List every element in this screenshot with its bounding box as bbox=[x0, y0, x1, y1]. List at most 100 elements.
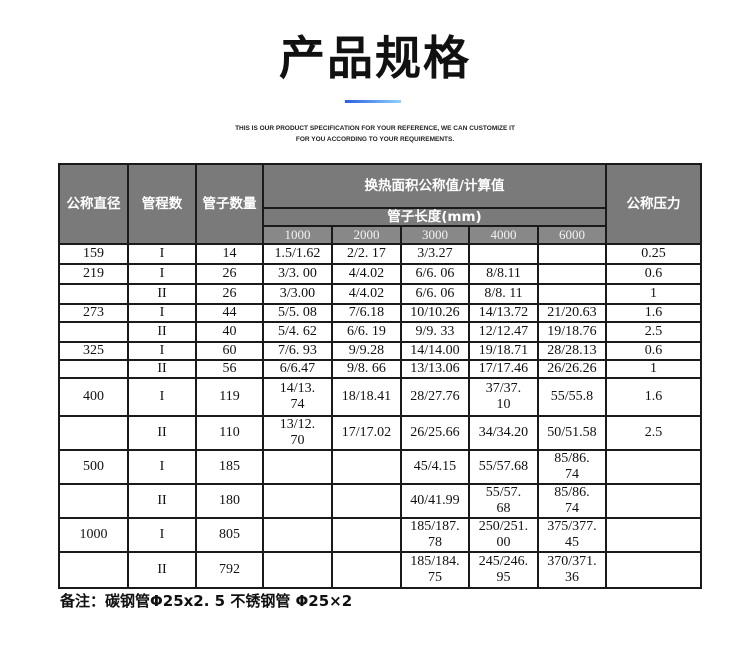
cell-area-3000: 40/41.99 bbox=[400, 483, 470, 519]
cell-area-1000: 5/4. 62 bbox=[262, 321, 333, 343]
cell-diameter: 500 bbox=[58, 449, 129, 485]
footnote: 备注：碳钢管Φ25x2. 5 不锈钢管 Φ25×2 bbox=[60, 592, 353, 610]
cell-diameter bbox=[58, 551, 129, 589]
table-row: 400 I 119 14/13. 74 18/18.41 28/27.76 37/37. 1… bbox=[58, 377, 702, 417]
cell-area-4000: 8/8.11 bbox=[468, 263, 539, 285]
cell-passes: II bbox=[127, 321, 197, 343]
cell-area-4000: 37/37. 10 bbox=[468, 377, 539, 417]
table-row: II 180 40/41.99 55/57. 68 85/86. 74 bbox=[58, 483, 702, 519]
cell-area-6000: 375/377. 45 bbox=[537, 517, 607, 553]
cell-area-6000: 26/26.26 bbox=[537, 359, 607, 379]
cell-area-1000: 3/3.00 bbox=[262, 283, 333, 305]
header-length-4000: 4000 bbox=[468, 225, 539, 245]
header-length-1000: 1000 bbox=[262, 225, 333, 245]
cell-pressure: 1 bbox=[605, 283, 702, 305]
cell-pressure: 1 bbox=[605, 359, 702, 379]
header-tube-count: 管子数量 bbox=[195, 163, 264, 245]
header-length-2000: 2000 bbox=[331, 225, 402, 245]
cell-passes: I bbox=[127, 263, 197, 285]
cell-pressure: 0.25 bbox=[605, 243, 702, 265]
cell-tube-count: 60 bbox=[195, 341, 264, 361]
cell-passes: I bbox=[127, 341, 197, 361]
cell-area-2000: 9/8. 66 bbox=[331, 359, 402, 379]
cell-area-1000: 14/13. 74 bbox=[262, 377, 333, 417]
header-length-3000: 3000 bbox=[400, 225, 470, 245]
cell-passes: II bbox=[127, 415, 197, 451]
cell-area-3000: 28/27.76 bbox=[400, 377, 470, 417]
cell-pressure bbox=[605, 551, 702, 589]
cell-diameter bbox=[58, 483, 129, 519]
cell-area-6000: 55/55.8 bbox=[537, 377, 607, 417]
cell-area-3000: 6/6. 06 bbox=[400, 263, 470, 285]
cell-diameter: 1000 bbox=[58, 517, 129, 553]
cell-area-3000: 6/6. 06 bbox=[400, 283, 470, 305]
cell-pressure: 1.6 bbox=[605, 377, 702, 417]
cell-area-3000: 14/14.00 bbox=[400, 341, 470, 361]
cell-area-4000: 8/8. 11 bbox=[468, 283, 539, 305]
cell-area-2000 bbox=[331, 551, 402, 589]
page-title: 产品规格 bbox=[279, 31, 471, 85]
cell-area-1000: 7/6. 93 bbox=[262, 341, 333, 361]
cell-passes: I bbox=[127, 449, 197, 485]
cell-area-4000: 245/246. 95 bbox=[468, 551, 539, 589]
header-diameter: 公称直径 bbox=[58, 163, 129, 245]
title-accent-line bbox=[345, 100, 401, 103]
cell-area-4000: 250/251. 00 bbox=[468, 517, 539, 553]
cell-area-1000 bbox=[262, 483, 333, 519]
cell-area-2000: 6/6. 19 bbox=[331, 321, 402, 343]
cell-tube-count: 44 bbox=[195, 303, 264, 323]
cell-area-2000: 9/9.28 bbox=[331, 341, 402, 361]
cell-passes: II bbox=[127, 483, 197, 519]
cell-tube-count: 40 bbox=[195, 321, 264, 343]
cell-tube-count: 180 bbox=[195, 483, 264, 519]
cell-area-3000: 185/187. 78 bbox=[400, 517, 470, 553]
cell-area-2000: 4/4.02 bbox=[331, 263, 402, 285]
cell-area-2000 bbox=[331, 517, 402, 553]
header-tube-length: 管子长度(mm) bbox=[262, 207, 607, 227]
cell-area-4000: 14/13.72 bbox=[468, 303, 539, 323]
table-row: II 110 13/12. 70 17/17.02 26/25.66 34/34.20 50… bbox=[58, 415, 702, 451]
cell-area-2000: 2/2. 17 bbox=[331, 243, 402, 265]
cell-diameter: 325 bbox=[58, 341, 129, 361]
cell-area-1000 bbox=[262, 551, 333, 589]
cell-passes: I bbox=[127, 243, 197, 265]
cell-pressure: 0.6 bbox=[605, 341, 702, 361]
cell-area-6000: 28/28.13 bbox=[537, 341, 607, 361]
cell-area-4000 bbox=[468, 243, 539, 265]
cell-passes: II bbox=[127, 359, 197, 379]
cell-pressure bbox=[605, 517, 702, 553]
cell-diameter bbox=[58, 359, 129, 379]
cell-area-4000: 34/34.20 bbox=[468, 415, 539, 451]
cell-diameter: 219 bbox=[58, 263, 129, 285]
cell-area-2000: 18/18.41 bbox=[331, 377, 402, 417]
cell-area-6000 bbox=[537, 263, 607, 285]
cell-pressure bbox=[605, 449, 702, 485]
cell-pressure: 1.6 bbox=[605, 303, 702, 323]
cell-passes: I bbox=[127, 377, 197, 417]
cell-area-1000: 13/12. 70 bbox=[262, 415, 333, 451]
subtitle-line-2: FOR YOU ACCORDING TO YOUR REQUIREMENTS. bbox=[295, 136, 455, 143]
cell-area-2000 bbox=[331, 449, 402, 485]
cell-diameter: 273 bbox=[58, 303, 129, 323]
cell-passes: II bbox=[127, 283, 197, 305]
cell-tube-count: 14 bbox=[195, 243, 264, 265]
cell-area-6000 bbox=[537, 243, 607, 265]
cell-area-3000: 9/9. 33 bbox=[400, 321, 470, 343]
cell-area-6000: 85/86. 74 bbox=[537, 449, 607, 485]
subtitle-line-1: THIS IS OUR PRODUCT SPECIFICATION FOR YO… bbox=[235, 125, 515, 132]
cell-area-6000 bbox=[537, 283, 607, 305]
cell-area-2000: 17/17.02 bbox=[331, 415, 402, 451]
cell-area-3000: 26/25.66 bbox=[400, 415, 470, 451]
cell-tube-count: 805 bbox=[195, 517, 264, 553]
cell-diameter bbox=[58, 415, 129, 451]
cell-area-4000: 12/12.47 bbox=[468, 321, 539, 343]
cell-diameter: 159 bbox=[58, 243, 129, 265]
table-row: 1000 I 805 185/187. 78 250/251. 00 375/377. 4… bbox=[58, 517, 702, 553]
cell-area-6000: 85/86. 74 bbox=[537, 483, 607, 519]
cell-passes: I bbox=[127, 517, 197, 553]
cell-diameter bbox=[58, 321, 129, 343]
cell-diameter: 400 bbox=[58, 377, 129, 417]
cell-area-1000: 1.5/1.62 bbox=[262, 243, 333, 265]
cell-area-3000: 13/13.06 bbox=[400, 359, 470, 379]
cell-area-1000: 3/3. 00 bbox=[262, 263, 333, 285]
